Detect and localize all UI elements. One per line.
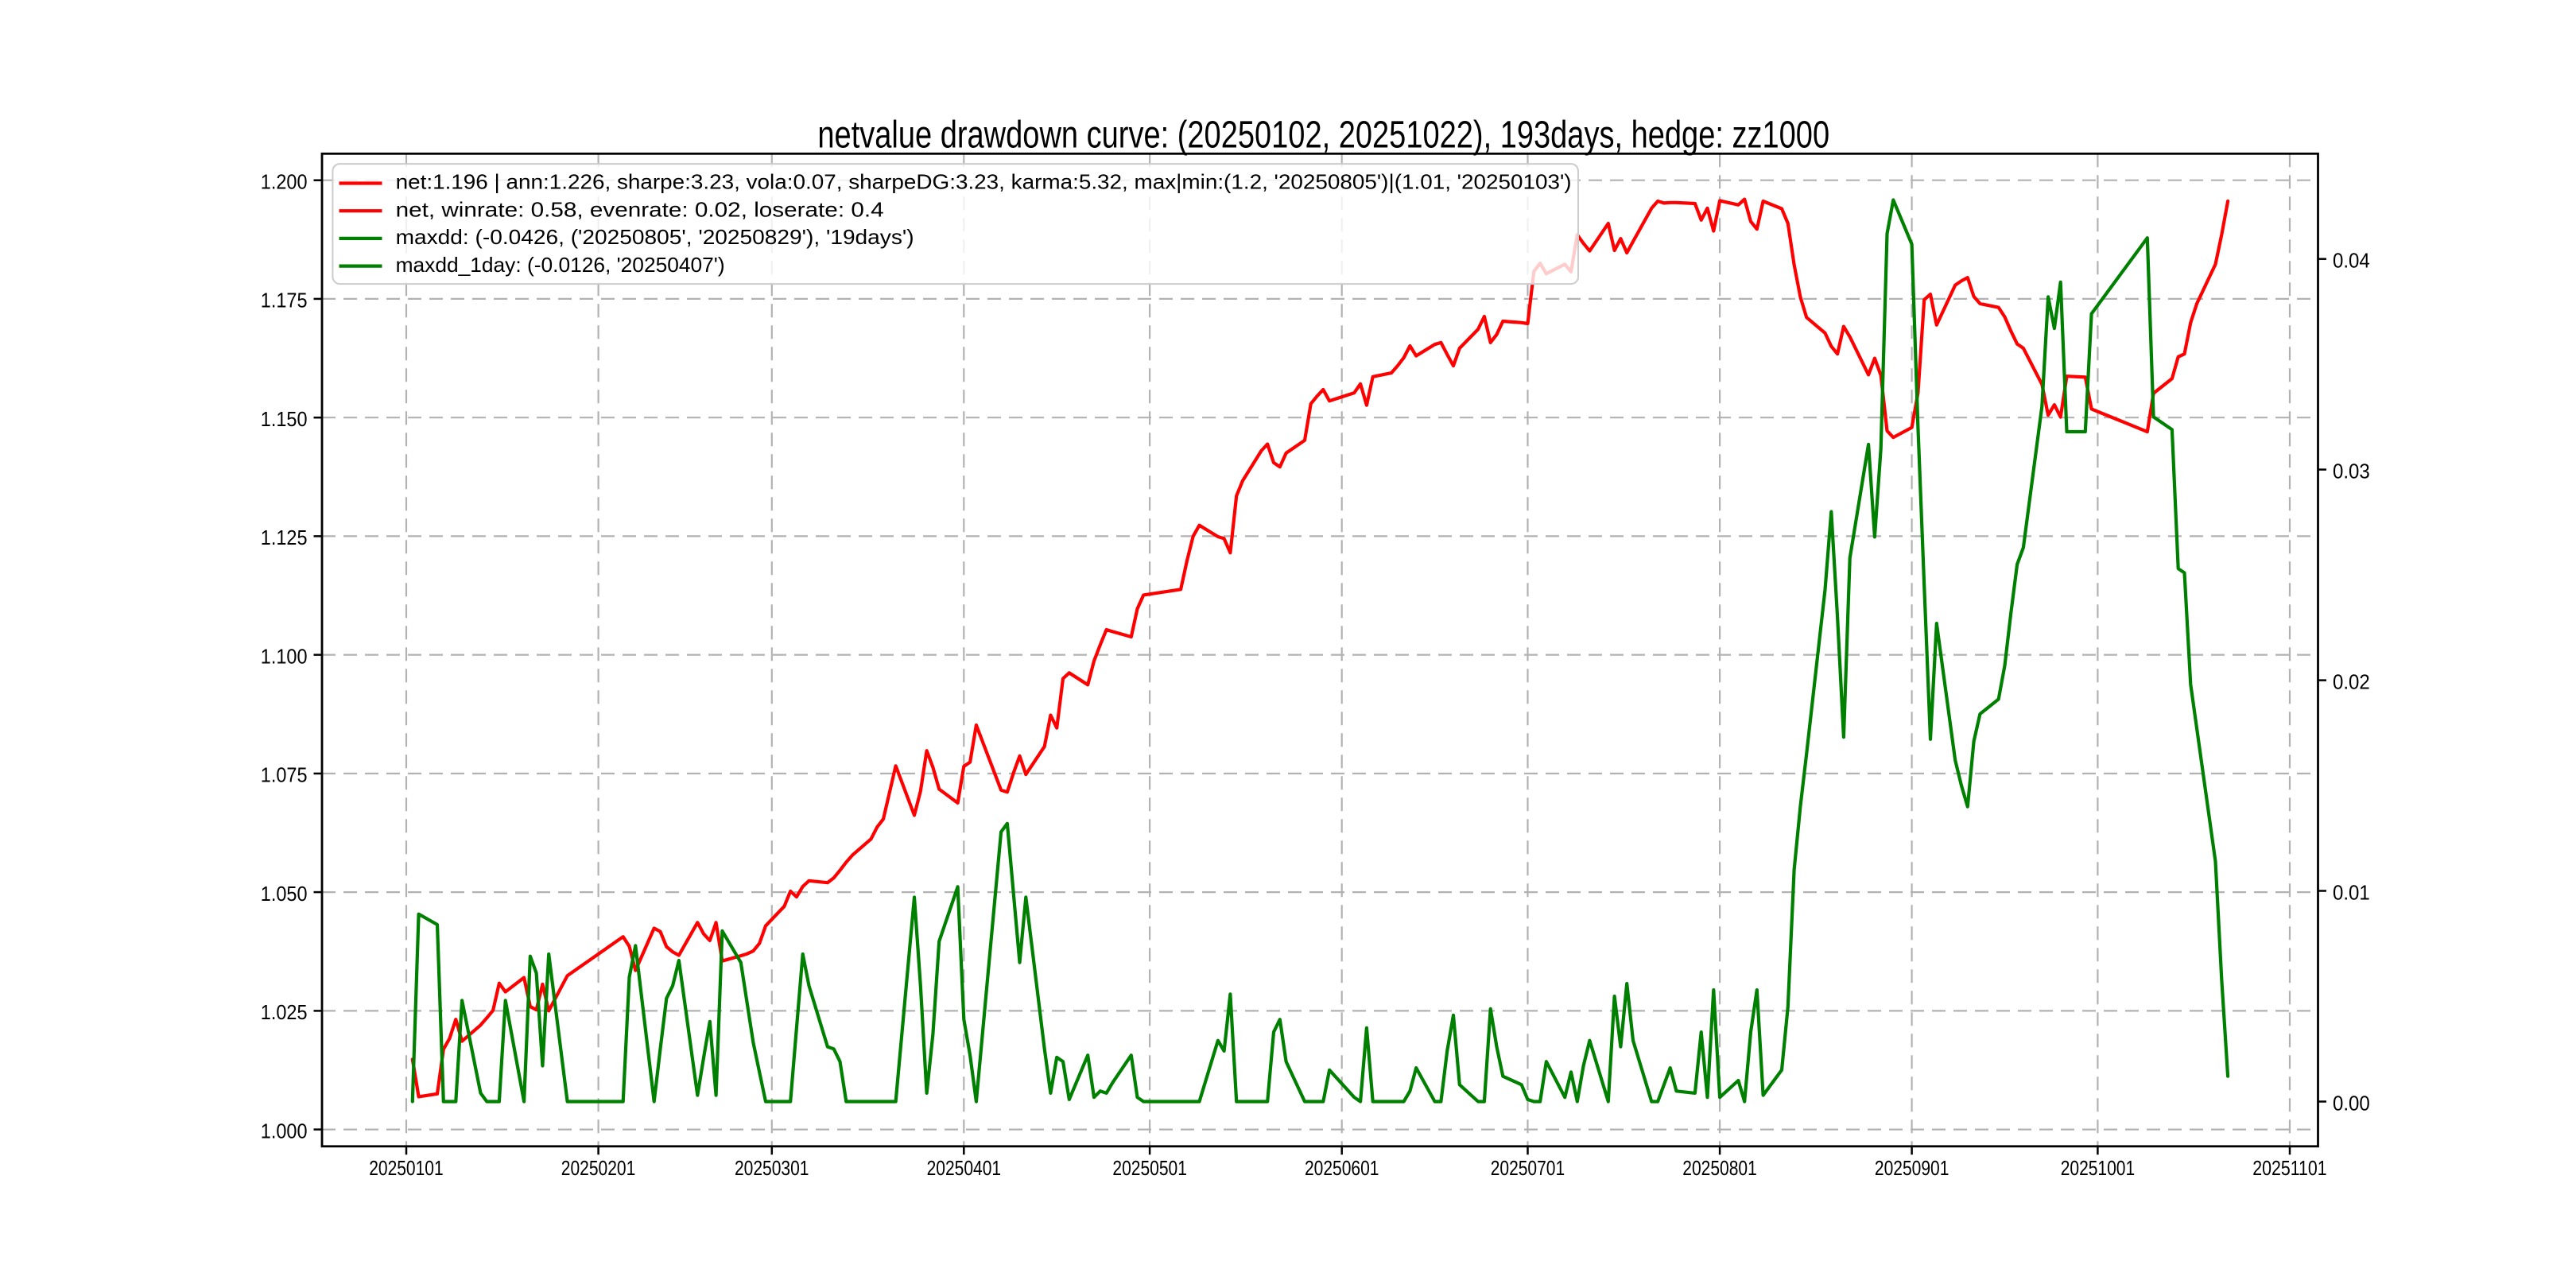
svg-text:20250301: 20250301 [735,1156,809,1180]
svg-text:1.200: 1.200 [261,170,308,194]
svg-text:20251001: 20251001 [2061,1156,2136,1180]
svg-text:20250601: 20250601 [1305,1156,1379,1180]
svg-text:20250101: 20250101 [369,1156,444,1180]
svg-text:1.050: 1.050 [261,882,308,906]
svg-text:20250401: 20250401 [927,1156,1002,1180]
svg-text:net:1.196 | ann:1.226, sharpe:: net:1.196 | ann:1.226, sharpe:3.23, vola… [396,170,1572,194]
svg-text:maxdd_1day: (-0.0126, '2025040: maxdd_1day: (-0.0126, '20250407') [396,253,725,277]
svg-text:1.150: 1.150 [261,407,308,431]
svg-text:net, winrate: 0.58, evenrate:: net, winrate: 0.58, evenrate: 0.02, lose… [396,197,884,221]
svg-text:20250501: 20250501 [1112,1156,1187,1180]
svg-text:0.03: 0.03 [2333,460,2370,483]
svg-text:0.02: 0.02 [2333,670,2370,694]
svg-text:20250701: 20250701 [1491,1156,1565,1180]
svg-text:1.175: 1.175 [261,289,308,312]
svg-text:20250901: 20250901 [1875,1156,1949,1180]
svg-text:0.04: 0.04 [2333,249,2370,273]
svg-text:1.025: 1.025 [261,1000,308,1024]
svg-text:1.000: 1.000 [261,1119,308,1143]
svg-text:netvalue drawdown curve: (2025: netvalue drawdown curve: (20250102, 2025… [817,114,1829,157]
svg-text:1.125: 1.125 [261,526,308,549]
svg-text:maxdd: (-0.0426, ('20250805',: maxdd: (-0.0426, ('20250805', '20250829'… [396,225,914,249]
svg-text:1.075: 1.075 [261,763,308,787]
svg-text:20250801: 20250801 [1682,1156,1757,1180]
svg-text:0.01: 0.01 [2333,881,2370,905]
svg-text:20250201: 20250201 [561,1156,636,1180]
svg-text:20251101: 20251101 [2252,1156,2327,1180]
svg-text:1.100: 1.100 [261,644,308,668]
svg-text:0.00: 0.00 [2333,1092,2370,1115]
